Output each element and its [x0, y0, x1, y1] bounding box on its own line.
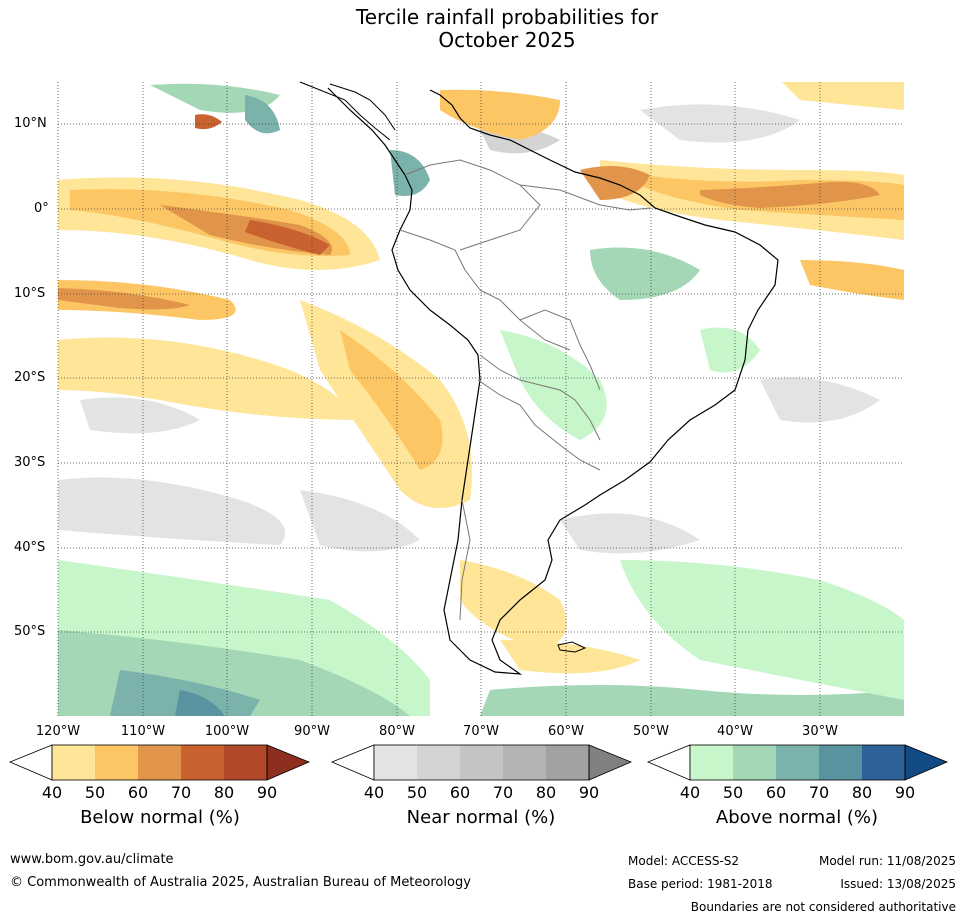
colorbar-tick: 40 [41, 783, 63, 802]
website-link[interactable]: www.bom.gov.au/climate [10, 852, 174, 867]
colorbar-tick: 80 [213, 783, 235, 802]
colorbar-title-near: Near normal (%) [406, 807, 556, 828]
colorbar-tick: 90 [894, 783, 916, 802]
colorbar-tick: 80 [851, 783, 873, 802]
colorbar-tick: 50 [84, 783, 106, 802]
lat-label: 20°S [14, 370, 46, 385]
lon-label: 80°W [379, 724, 415, 739]
colorbar-tick: 90 [256, 783, 278, 802]
colorbar-tick: 80 [535, 783, 557, 802]
lon-label: 120°W [35, 724, 81, 739]
lat-label: 30°S [14, 455, 46, 470]
colorbar-tick: 70 [170, 783, 192, 802]
lon-label: 110°W [120, 724, 166, 739]
copyright-text: © Commonwealth of Australia 2025, Austra… [10, 875, 471, 890]
lon-label: 30°W [802, 724, 838, 739]
lon-label: 40°W [717, 724, 753, 739]
disclaimer-text: Boundaries are not considered authoritat… [690, 900, 956, 914]
lat-label: 10°S [14, 286, 46, 301]
lon-label: 60°W [548, 724, 584, 739]
issued-text: Issued: 13/08/2025 [840, 877, 956, 891]
lon-label: 70°W [463, 724, 499, 739]
colorbar-tick: 50 [722, 783, 744, 802]
lat-label: 50°S [14, 624, 46, 639]
colorbar-tick: 90 [578, 783, 600, 802]
base-period-text: Base period: 1981-2018 [628, 877, 773, 891]
colorbar-below [8, 744, 311, 781]
colorbar-tick: 70 [492, 783, 514, 802]
colorbar-tick: 40 [679, 783, 701, 802]
colorbar-tick: 50 [406, 783, 428, 802]
south-america-coastline [327, 87, 779, 675]
central-america-coastline [299, 81, 396, 141]
model-run-text: Model run: 11/08/2025 [818, 854, 956, 868]
map-title-line2: October 2025 [438, 28, 576, 52]
colorbar-tick: 40 [363, 783, 385, 802]
lat-label: 10°N [14, 116, 47, 131]
map-title-line1: Tercile rainfall probabilities for [355, 5, 659, 29]
falkland-islands [557, 641, 587, 653]
model-text: Model: ACCESS-S2 [628, 854, 740, 868]
colorbar-above [646, 744, 949, 781]
lat-label: 0° [34, 201, 49, 216]
graticule [57, 82, 904, 716]
colorbar-title-above: Above normal (%) [715, 807, 879, 828]
colorbar-tick: 70 [808, 783, 830, 802]
country-borders [399, 159, 651, 621]
colorbar-tick: 60 [765, 783, 787, 802]
lon-label: 90°W [294, 724, 330, 739]
colorbar-tick: 60 [449, 783, 471, 802]
lat-label: 40°S [14, 540, 46, 555]
lon-label: 100°W [204, 724, 250, 739]
lon-label: 50°W [633, 724, 669, 739]
colorbar-title-below: Below normal (%) [80, 807, 240, 828]
colorbar-near [330, 744, 633, 781]
colorbar-tick: 60 [127, 783, 149, 802]
